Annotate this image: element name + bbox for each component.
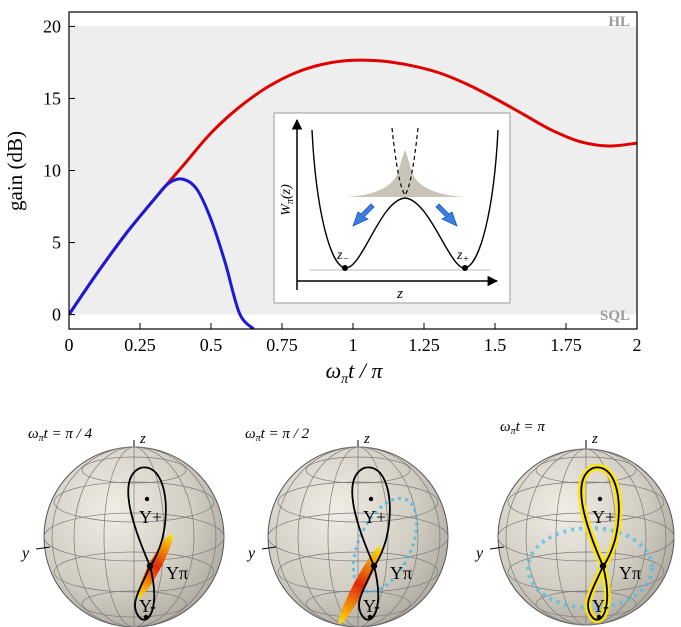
y-tick-label: 20 [43,16,61,36]
bloch-sphere-2: ωπt = π / 2 z y Υ+ Υπ Υ- [245,426,448,627]
y-tick-label: 5 [52,233,61,253]
label-minus: Υ- [139,596,156,616]
y-tick-label: 15 [43,88,61,108]
label-pi: Υπ [619,563,641,583]
y-axis-label: y [246,545,256,562]
inset-y-label: Wπ(z) [279,184,296,216]
band-top-label: HL [608,14,630,30]
x-tick-label: 0.75 [266,335,298,355]
y-tick-label: 0 [52,305,61,325]
sphere-2-time-label: ωπt = π / 2 [245,426,310,444]
z-axis-label: z [591,431,598,447]
x-tick-label: 2 [633,335,642,355]
x-tick-label: 0.25 [124,335,156,355]
label-pi: Υπ [166,563,188,583]
minimum-plus-dot [462,265,468,271]
label-pi: Υπ [390,563,412,583]
band-bottom-label: SQL [600,308,630,324]
sphere-1-time-label: ωπt = π / 4 [28,426,93,444]
inset-potential: Wπ(z) z z− z+ [274,113,510,303]
inset-frame [274,113,510,303]
x-tick-label: 1.5 [484,335,507,355]
label-plus: Υ+ [592,507,615,527]
point-plus [369,497,373,501]
y-axis-label: y [20,545,30,562]
x-tick-label: 0 [65,335,74,355]
label-plus: Υ+ [139,507,162,527]
label-minus: Υ- [363,596,380,616]
y-tick-label: 10 [43,161,61,181]
point-pi [147,563,153,569]
point-pi [371,563,377,569]
sphere-3-time-label: ωπt = π [500,419,545,437]
x-axis-label: ωπt / π [326,358,384,387]
point-plus [145,497,149,501]
x-tick-label: 1 [349,335,358,355]
inset-x-label: z [396,286,403,302]
x-tick-label: 1.25 [408,335,440,355]
label-plus: Υ+ [363,507,386,527]
x-axis-ticks: 0 0.25 0.5 0.75 1 1.25 1.5 1.75 2 [65,323,642,355]
y-axis-label: gain (dB) [3,131,27,211]
x-tick-label: 1.75 [550,335,582,355]
y-axis-label: y [474,545,484,562]
minimum-minus-dot [342,265,348,271]
x-tick-label: 0.5 [200,335,223,355]
point-pi [600,563,606,569]
z-axis-label: z [139,431,146,447]
bloch-sphere-3: ωπt = π z y Υ+ Υπ Υ- [474,419,674,625]
point-plus [598,497,602,501]
z-axis-label: z [363,431,370,447]
label-minus: Υ- [592,596,609,616]
bloch-sphere-1: ωπt = π / 4 z y Υ+ Υπ Υ- [20,426,224,627]
